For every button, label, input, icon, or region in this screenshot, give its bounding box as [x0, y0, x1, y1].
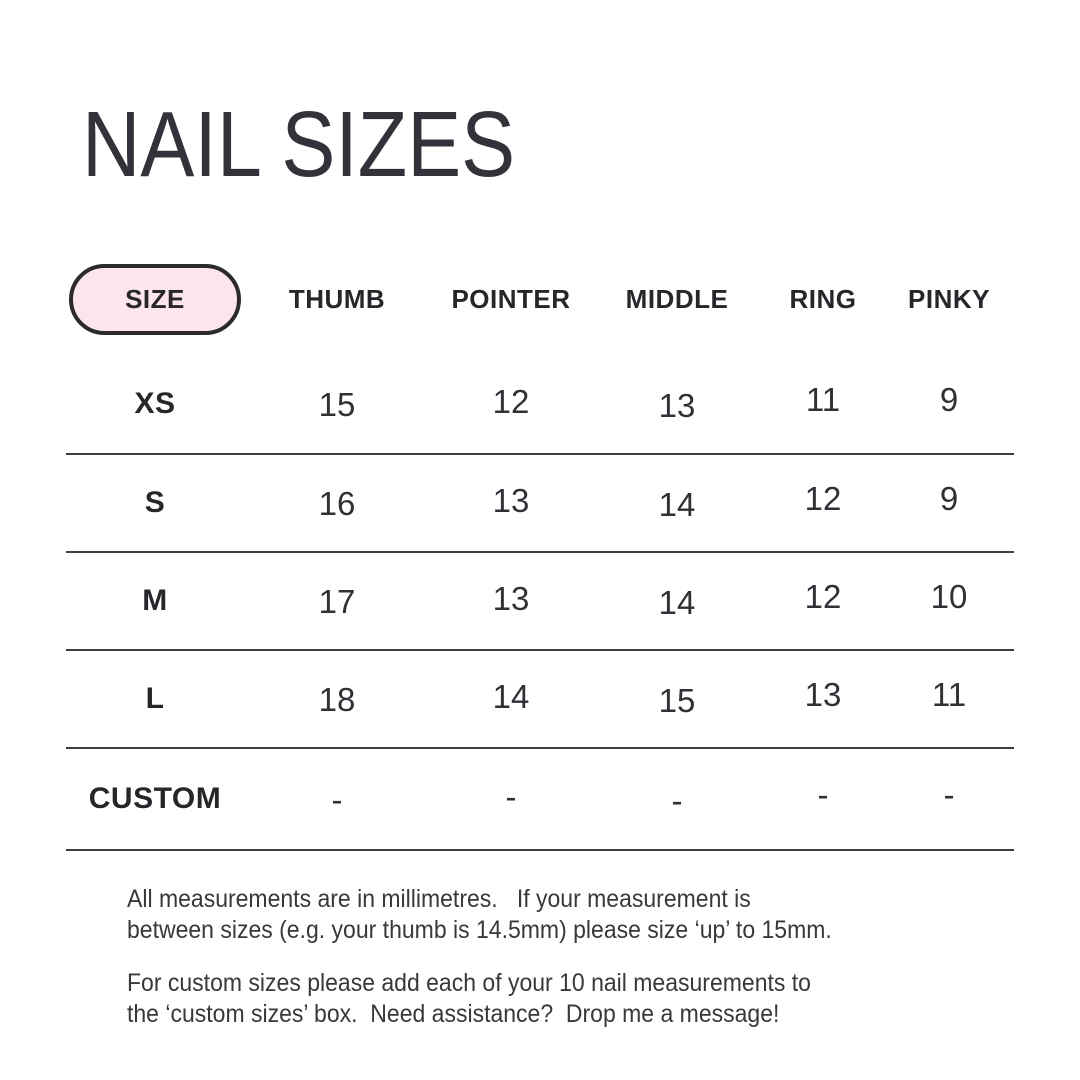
- header-cell-pinky: PINKY: [908, 283, 990, 314]
- cell-s-middle: 14: [658, 486, 696, 523]
- cell-xs-middle: 13: [658, 387, 696, 424]
- note-measurements: All measurements are in millimetres. If …: [127, 885, 832, 944]
- cell-l-pointer: 14: [492, 678, 530, 715]
- table-header-row: SIZE THUMB POINTER MIDDLE RING PINKY: [66, 255, 1014, 343]
- cell-xs-ring: 11: [805, 381, 841, 418]
- cell-m-thumb: 17: [318, 583, 356, 620]
- cell-custom-middle: -: [671, 782, 683, 819]
- header-cell-thumb: THUMB: [288, 283, 386, 314]
- cell-l-middle: 15: [658, 682, 696, 719]
- cell-l-ring: 13: [804, 676, 842, 713]
- row-label-s: S: [144, 486, 166, 519]
- row-label-custom: CUSTOM: [88, 782, 222, 815]
- header-cell-ring: RING: [789, 283, 857, 314]
- header-cell-pointer: POINTER: [451, 283, 571, 314]
- row-label-l: L: [145, 682, 165, 715]
- cell-s-pointer: 13: [492, 482, 530, 519]
- cell-l-thumb: 18: [318, 681, 356, 718]
- cell-m-pinky: 10: [930, 578, 968, 615]
- cell-m-pointer: 13: [492, 580, 530, 617]
- size-table: SIZE THUMB POINTER MIDDLE RING PINKY XS …: [66, 255, 1014, 851]
- cell-custom-ring: -: [817, 776, 829, 813]
- cell-s-ring: 12: [804, 480, 842, 517]
- cell-xs-pointer: 12: [492, 383, 530, 420]
- row-label-m: M: [142, 584, 168, 617]
- table-row-s: S 16 13 14 12 9: [66, 455, 1014, 553]
- table-row-m: M 17 13 14 12 10: [66, 553, 1014, 651]
- cell-m-middle: 14: [658, 584, 696, 621]
- table-row-custom: CUSTOM - - - - -: [66, 749, 1014, 851]
- cell-custom-pinky: -: [943, 776, 955, 813]
- footnotes: All measurements are in millimetres. If …: [127, 884, 832, 1030]
- cell-custom-thumb: -: [331, 781, 343, 818]
- cell-m-ring: 12: [804, 578, 842, 615]
- page-title: NAIL SIZES: [82, 92, 516, 196]
- note-custom-sizes: For custom sizes please add each of your…: [127, 969, 811, 1028]
- row-label-xs: XS: [134, 387, 176, 420]
- table-row-xs: XS 15 12 13 11 9: [66, 343, 1014, 455]
- table-row-l: L 18 14 15 13 11: [66, 651, 1014, 749]
- size-pill: SIZE: [69, 263, 241, 335]
- cell-xs-thumb: 15: [318, 386, 356, 423]
- size-pill-label: SIZE: [125, 283, 185, 314]
- header-cell-size: SIZE: [66, 263, 244, 335]
- cell-s-thumb: 16: [318, 485, 356, 522]
- header-cell-middle: MIDDLE: [625, 283, 729, 314]
- cell-xs-pinky: 9: [939, 381, 959, 418]
- cell-l-pinky: 11: [931, 676, 967, 713]
- cell-s-pinky: 9: [939, 480, 959, 517]
- cell-custom-pointer: -: [505, 778, 517, 815]
